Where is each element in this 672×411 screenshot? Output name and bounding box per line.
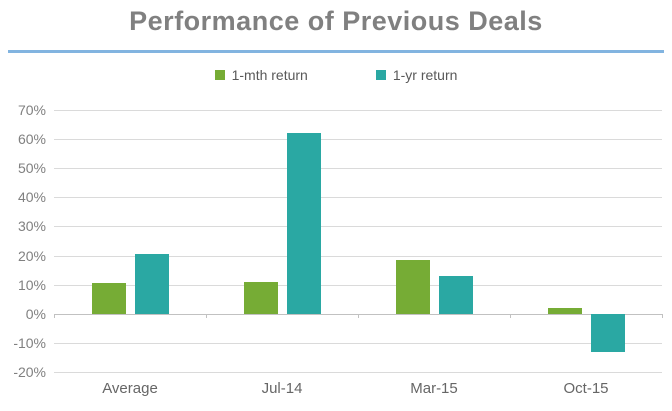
y-axis-tick-label: -20% xyxy=(13,364,46,380)
bar-1-yr-return-Jul-14 xyxy=(286,133,321,314)
y-axis-tick-label: 10% xyxy=(17,276,46,293)
gridline xyxy=(54,110,662,111)
y-axis-tick-label: 50% xyxy=(17,160,46,177)
y-axis-tick-label: 40% xyxy=(17,189,46,206)
bar-1-mth-return-Average xyxy=(91,283,126,314)
legend-swatch-green-icon xyxy=(214,70,225,80)
title-underline-rule xyxy=(8,50,664,53)
gridline xyxy=(54,372,662,373)
x-axis-category-label: Jul-14 xyxy=(261,380,303,397)
x-axis-tick xyxy=(662,313,663,318)
y-axis-tick-label: 20% xyxy=(17,247,46,264)
gridline xyxy=(54,226,662,228)
x-axis-category-label: Average xyxy=(102,380,158,397)
legend-label-1mth-return: 1-mth return xyxy=(231,67,308,83)
gridline xyxy=(54,197,662,199)
x-axis-category-label: Mar-15 xyxy=(410,380,458,397)
x-axis-category-label: Oct-15 xyxy=(563,380,609,397)
y-axis-tick-label: 30% xyxy=(17,218,46,235)
legend-label-1yr-return: 1-yr return xyxy=(392,67,458,83)
y-axis-tick-label: 70% xyxy=(17,102,46,118)
x-axis-tick xyxy=(510,313,511,318)
gridline xyxy=(54,255,662,257)
bar-1-mth-return-Mar-15 xyxy=(395,259,430,314)
gridline xyxy=(54,342,662,344)
y-axis-tick-label: 60% xyxy=(17,131,46,148)
y-axis-tick-label: 0% xyxy=(25,305,46,322)
gridline xyxy=(54,139,662,141)
bar-1-yr-return-Average xyxy=(134,254,169,314)
legend-item-1yr-return: 1-yr return xyxy=(375,67,458,83)
legend-swatch-teal-icon xyxy=(375,70,386,80)
x-axis-tick xyxy=(54,313,55,318)
chart-legend: 1-mth return 1-yr return xyxy=(0,65,672,85)
gridline xyxy=(54,284,662,286)
x-axis-tick xyxy=(206,313,207,318)
legend-item-1mth-return: 1-mth return xyxy=(214,67,308,83)
gridline xyxy=(54,168,662,170)
bar-1-yr-return-Oct-15 xyxy=(590,313,625,352)
bar-1-mth-return-Jul-14 xyxy=(243,281,278,314)
y-axis-tick-label: -10% xyxy=(13,334,46,351)
bar-1-mth-return-Oct-15 xyxy=(547,307,582,314)
bar-1-yr-return-Mar-15 xyxy=(438,275,473,314)
x-axis-tick xyxy=(358,313,359,318)
chart-title: Performance of Previous Deals xyxy=(129,6,543,36)
